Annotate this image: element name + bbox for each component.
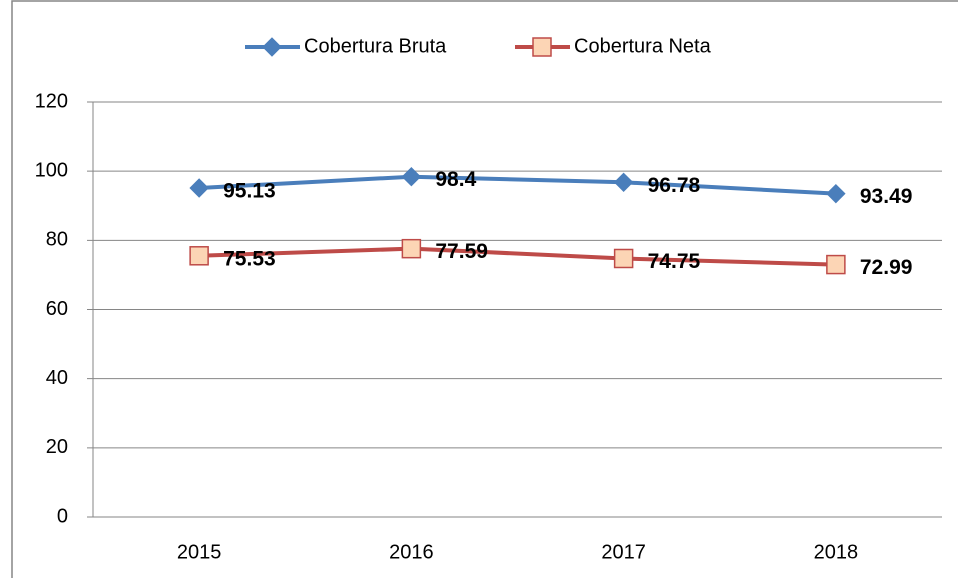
y-tick-label: 0 <box>57 505 68 527</box>
series-line <box>199 174 836 196</box>
data-label: 98.4 <box>435 168 476 191</box>
data-label: 77.59 <box>435 240 488 263</box>
point <box>401 166 422 187</box>
data-label: 74.75 <box>648 250 701 273</box>
y-tick-label: 120 <box>35 90 68 112</box>
x-tick-label: 2018 <box>814 541 859 563</box>
chart-frame <box>11 0 958 578</box>
legend-label: Cobertura Neta <box>574 35 712 57</box>
point <box>613 172 634 193</box>
y-tick-label: 80 <box>46 229 68 251</box>
point <box>613 248 634 269</box>
series-line <box>199 246 836 267</box>
data-label: 96.78 <box>648 174 701 197</box>
legend-label: Cobertura Bruta <box>304 35 447 57</box>
point <box>826 254 846 275</box>
x-tick-label: 2017 <box>601 541 646 563</box>
y-tick-label: 40 <box>46 367 68 389</box>
legend-marker <box>532 37 552 57</box>
data-label: 95.13 <box>223 180 276 203</box>
point <box>401 238 422 259</box>
data-label: 75.53 <box>223 247 276 270</box>
y-tick-label: 100 <box>35 159 68 181</box>
point <box>826 183 846 204</box>
point <box>189 246 209 266</box>
y-tick-label: 20 <box>46 436 68 458</box>
x-tick-label: 2015 <box>177 541 222 563</box>
legend-marker <box>262 37 282 57</box>
y-tick-label: 60 <box>46 298 68 320</box>
x-tick-label: 2016 <box>389 541 434 563</box>
point <box>189 178 209 198</box>
data-label: 72.99 <box>860 256 913 279</box>
data-label: 93.49 <box>860 185 913 208</box>
